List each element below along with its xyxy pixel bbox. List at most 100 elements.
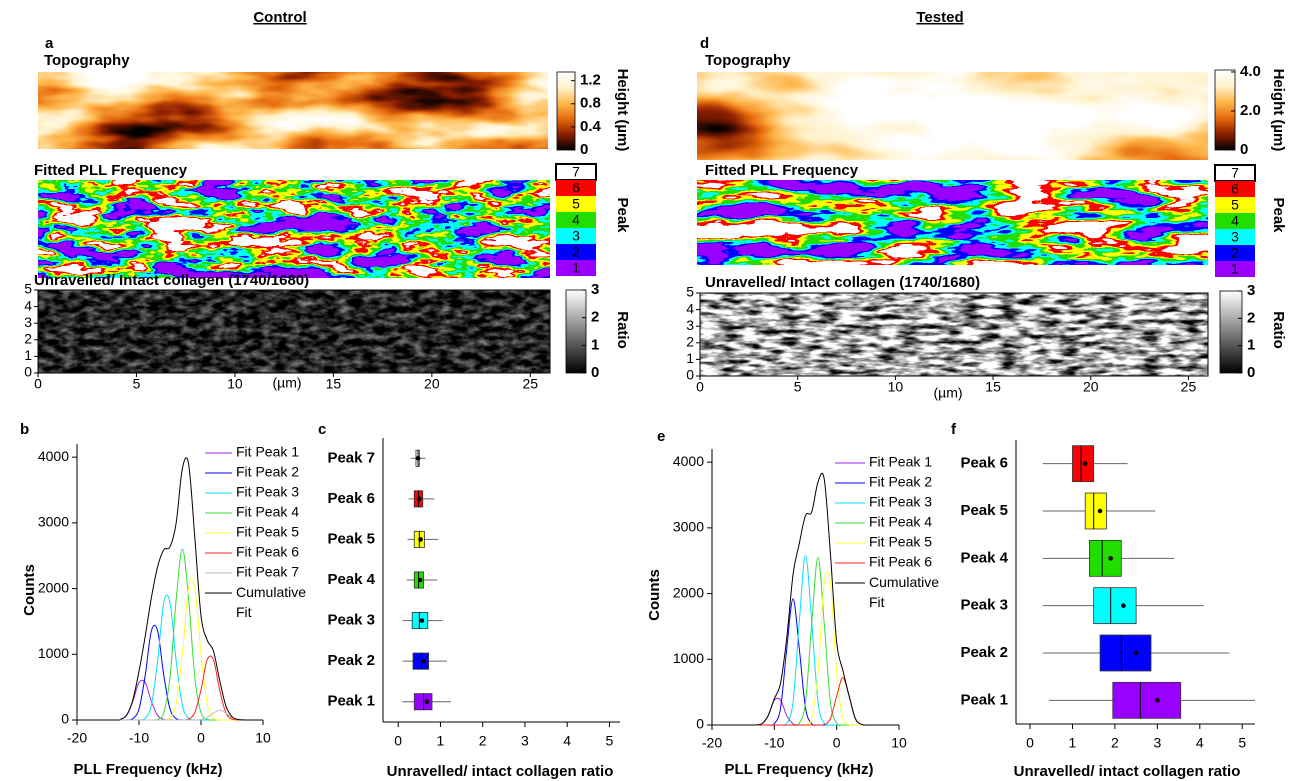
box xyxy=(1099,634,1152,672)
y-tick-label: 1 xyxy=(686,350,694,366)
series-line xyxy=(120,578,245,721)
colorbar-label: Peak xyxy=(1270,197,1287,233)
y-tick-label: 1000 xyxy=(673,650,704,666)
legend-label: 4 xyxy=(1231,213,1239,229)
legend-label: Fit Peak 6 xyxy=(236,544,299,560)
category-label: Peak 6 xyxy=(327,490,375,507)
x-tick-label: 15 xyxy=(985,379,1001,395)
map-title: Unravelled/ Intact collagen (1740/1680) xyxy=(705,274,980,291)
legend-label: 5 xyxy=(1231,197,1239,213)
legend-label: Fit Peak 4 xyxy=(236,504,299,520)
panel-letter: d xyxy=(700,35,709,52)
map-frame xyxy=(699,292,1209,377)
series-line xyxy=(755,598,881,726)
colorbar xyxy=(556,71,576,151)
legend-label: 6 xyxy=(1231,181,1239,197)
legend-label: 7 xyxy=(1231,165,1239,181)
y-tick-label: 1000 xyxy=(38,645,69,661)
legend-swatch xyxy=(1215,245,1255,261)
mean xyxy=(1155,698,1160,703)
map-image xyxy=(700,293,1208,376)
box xyxy=(1112,681,1182,719)
colorbar xyxy=(1214,69,1236,151)
map-title: Unravelled/ Intact collagen (1740/1680) xyxy=(34,272,309,289)
x-tick-label: 2 xyxy=(1111,735,1119,751)
x-tick-label: -10 xyxy=(129,730,149,746)
x-tick-label: 10 xyxy=(227,376,243,392)
panel-letter: b xyxy=(20,421,29,438)
colorbar-label: Height (µm) xyxy=(614,69,631,152)
y-tick-label: 5 xyxy=(686,284,694,300)
x-tick-label: -10 xyxy=(764,735,784,751)
y-tick-label: 1 xyxy=(24,347,32,363)
x-tick-label: 10 xyxy=(891,735,907,751)
legend-label: 1 xyxy=(572,260,580,276)
panel-letter: e xyxy=(657,428,665,445)
x-tick-label: 2 xyxy=(479,733,487,749)
map-title: Fitted PLL Frequency xyxy=(34,162,188,179)
legend-label: Fit Peak 4 xyxy=(869,514,932,530)
legend-swatch xyxy=(556,212,596,228)
y-tick-label: 4000 xyxy=(673,453,704,469)
legend-label: Cumulative Fit xyxy=(236,584,310,620)
colorbar-tick-label: 1 xyxy=(1247,337,1255,354)
legend-label: 2 xyxy=(572,244,580,260)
category-label: Peak 2 xyxy=(327,652,375,669)
mean xyxy=(418,537,423,542)
map-image xyxy=(697,180,1208,265)
colorbar-tick-label: 1.2 xyxy=(580,72,601,89)
legend-swatch xyxy=(556,196,596,212)
y-tick-label: 4 xyxy=(686,300,694,316)
x-tick-label: 10 xyxy=(888,379,904,395)
legend-label: Fit Peak 2 xyxy=(236,464,299,480)
x-tick-label: 0 xyxy=(394,733,402,749)
y-axis-label: Counts xyxy=(21,564,38,616)
legend-label: 7 xyxy=(572,164,580,180)
colorbar xyxy=(1219,290,1243,374)
legend-label: 1 xyxy=(1231,261,1239,277)
legend-swatch xyxy=(1215,181,1255,197)
x-tick-label: 5 xyxy=(133,376,141,392)
colorbar-label: Ratio xyxy=(1270,311,1287,349)
x-tick-label: 0 xyxy=(34,376,42,392)
x-tick-label: 5 xyxy=(1238,735,1246,751)
category-label: Peak 1 xyxy=(327,693,375,710)
legend-label: Fit Peak 1 xyxy=(869,454,932,470)
category-label: Peak 3 xyxy=(327,612,375,629)
mean xyxy=(417,577,423,583)
x-tick-label: 25 xyxy=(523,376,539,392)
x-tick-label: 1 xyxy=(1069,735,1077,751)
y-tick-label: 2 xyxy=(24,331,32,347)
legend-label: Fit Peak 1 xyxy=(236,444,299,460)
colorbar-tick-label: 2.0 xyxy=(1240,102,1261,119)
legend-label: 2 xyxy=(1231,245,1239,261)
x-tick-label: 3 xyxy=(1153,735,1161,751)
legend-label: 3 xyxy=(572,228,580,244)
x-axis-label: Unravelled/ intact collagen ratio xyxy=(387,763,614,780)
map-image xyxy=(38,72,548,149)
x-tick-label: 4 xyxy=(1196,735,1204,751)
category-label: Peak 5 xyxy=(327,530,375,547)
y-tick-label: 5 xyxy=(24,281,32,297)
legend-swatch xyxy=(556,180,596,196)
mean xyxy=(1133,650,1139,656)
x-tick-label: 5 xyxy=(794,379,802,395)
category-label: Peak 4 xyxy=(327,571,375,588)
colorbar-tick-label: 0.4 xyxy=(580,118,602,135)
colorbar-tick-label: 0 xyxy=(1240,141,1248,158)
x-tick-label: 3 xyxy=(521,733,529,749)
legend-label: Cumulative Fit xyxy=(869,574,943,610)
series-line xyxy=(120,548,245,721)
colorbar-tick-label: 3 xyxy=(591,281,599,298)
y-axis-label: Counts xyxy=(646,569,663,621)
y-tick-label: 2000 xyxy=(38,579,69,595)
x-tick-label: 5 xyxy=(606,733,614,749)
y-tick-label: 4000 xyxy=(38,448,69,464)
mean xyxy=(1097,508,1103,514)
map-title: Topography xyxy=(705,52,791,69)
column-title: Tested xyxy=(916,9,963,26)
colorbar-tick-label: 4.0 xyxy=(1240,63,1261,80)
mean xyxy=(1108,556,1113,561)
